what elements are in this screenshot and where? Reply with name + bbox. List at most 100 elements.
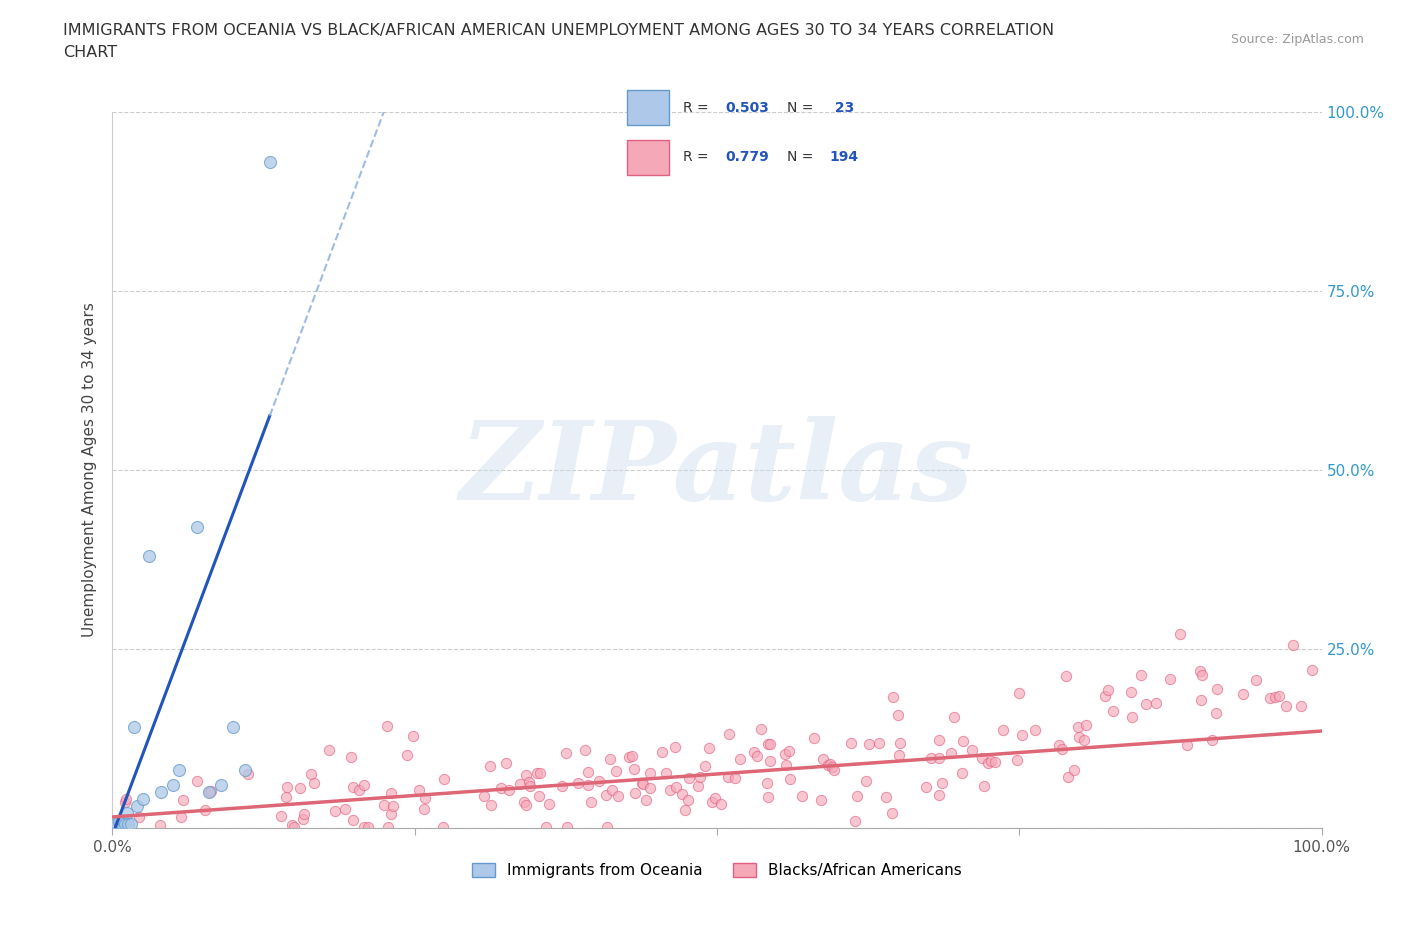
Point <box>678 771 700 786</box>
Point <box>790 788 813 803</box>
Point <box>200 784 222 799</box>
Point <box>889 736 911 751</box>
Point <box>928 788 950 803</box>
Point <box>132 791 155 806</box>
Point <box>1275 698 1298 713</box>
Point <box>149 818 172 833</box>
Point <box>288 780 311 795</box>
Point <box>515 767 537 782</box>
Point <box>186 774 208 789</box>
Point <box>640 780 662 795</box>
Point <box>868 736 890 751</box>
Point <box>980 754 1002 769</box>
Point <box>599 751 621 766</box>
Point <box>170 810 193 825</box>
Point <box>844 814 866 829</box>
Point <box>702 794 724 809</box>
Point <box>1189 664 1212 679</box>
Point <box>950 765 973 780</box>
Point <box>595 788 617 803</box>
Point <box>596 819 619 834</box>
Point <box>745 749 768 764</box>
Text: 194: 194 <box>830 150 859 164</box>
Point <box>858 737 880 751</box>
Point <box>658 782 681 797</box>
Point <box>529 765 551 780</box>
Point <box>875 790 897 804</box>
Point <box>1281 638 1303 653</box>
Point <box>623 762 645 777</box>
Point <box>779 771 801 786</box>
Point <box>600 783 623 798</box>
Point <box>638 766 661 781</box>
Point <box>1244 672 1267 687</box>
Point <box>887 748 910 763</box>
Point <box>1073 732 1095 747</box>
Point <box>209 777 232 792</box>
Point <box>689 769 711 784</box>
Point <box>1258 690 1281 705</box>
Text: N =: N = <box>787 101 818 115</box>
Point <box>381 799 404 814</box>
Point <box>1289 698 1312 713</box>
Point <box>198 784 221 799</box>
Point <box>373 797 395 812</box>
Point <box>186 520 208 535</box>
Point <box>823 763 845 777</box>
Point <box>973 778 995 793</box>
Point <box>688 778 710 793</box>
Point <box>1057 769 1080 784</box>
Point <box>283 819 305 834</box>
Point <box>665 779 688 794</box>
Point <box>846 789 869 804</box>
Point <box>302 776 325 790</box>
Point <box>125 799 148 814</box>
Point <box>198 785 221 800</box>
Point <box>1024 723 1046 737</box>
Point <box>567 776 589 790</box>
Point <box>704 790 727 805</box>
Point <box>588 774 610 789</box>
Bar <box>627 140 669 175</box>
Point <box>1189 693 1212 708</box>
Point <box>117 817 139 831</box>
Point <box>356 819 378 834</box>
Point <box>1094 689 1116 704</box>
Text: 0.503: 0.503 <box>725 101 769 115</box>
Point <box>1301 662 1323 677</box>
Point <box>1067 729 1090 744</box>
Point <box>920 751 942 765</box>
Point <box>112 813 135 828</box>
Point <box>578 777 600 792</box>
Text: 0.779: 0.779 <box>725 150 769 164</box>
Point <box>114 817 136 831</box>
Point <box>1097 683 1119 698</box>
Bar <box>627 90 669 125</box>
Point <box>820 759 842 774</box>
Point <box>1011 727 1033 742</box>
Point <box>479 798 502 813</box>
Point <box>413 802 436 817</box>
Point <box>651 744 673 759</box>
Point <box>527 789 550 804</box>
Point <box>1135 697 1157 711</box>
Point <box>550 779 572 794</box>
Point <box>1007 685 1029 700</box>
Point <box>415 790 437 805</box>
Point <box>276 790 298 804</box>
Point <box>479 758 502 773</box>
Point <box>773 747 796 762</box>
Point <box>1201 733 1223 748</box>
Point <box>960 742 983 757</box>
Point <box>291 812 314 827</box>
Point <box>579 794 602 809</box>
Point <box>1206 681 1229 696</box>
Point <box>111 819 134 834</box>
Point <box>377 819 399 834</box>
Point <box>270 808 292 823</box>
Point <box>517 775 540 790</box>
Point <box>335 802 357 817</box>
Point <box>882 806 904 821</box>
Point <box>915 779 938 794</box>
Point <box>710 796 733 811</box>
